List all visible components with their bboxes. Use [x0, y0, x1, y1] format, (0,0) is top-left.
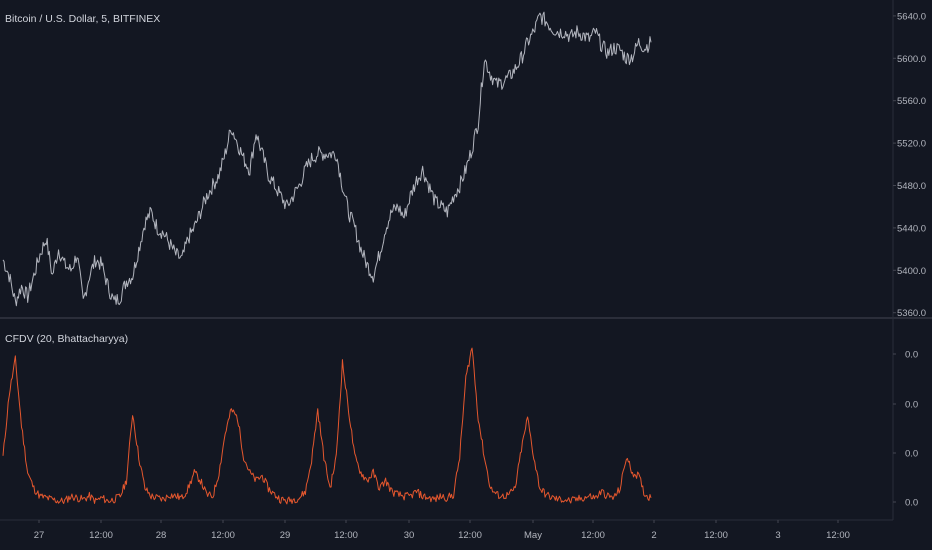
indicator-tick-label: 0.0	[905, 400, 918, 411]
price-tick-label: 5400.0	[897, 266, 926, 277]
price-series-line[interactable]	[2, 11, 652, 307]
price-tick-label: 5520.0	[897, 139, 926, 150]
cfdv-series-line[interactable]	[2, 347, 652, 505]
price-tick-label: 5600.0	[897, 54, 926, 65]
time-tick-label: 12:00	[458, 530, 482, 541]
time-tick-label: 12:00	[704, 530, 728, 541]
time-tick-label: 3	[775, 530, 780, 541]
price-tick-label: 5440.0	[897, 223, 926, 234]
indicator-tick-label: 0.0	[905, 350, 918, 361]
symbol-title: Bitcoin / U.S. Dollar, 5, BITFINEX	[5, 13, 161, 25]
price-tick-label: 5560.0	[897, 96, 926, 107]
indicator-title: CFDV (20, Bhattacharyya)	[5, 333, 129, 345]
time-tick-label: 28	[156, 530, 167, 541]
time-tick-label: 12:00	[581, 530, 605, 541]
price-tick-label: 5480.0	[897, 181, 926, 192]
time-tick-label: 12:00	[334, 530, 358, 541]
indicator-tick-label: 0.0	[905, 498, 918, 509]
indicator-tick-label: 0.0	[905, 449, 918, 460]
time-tick-label: May	[524, 530, 542, 541]
time-tick-label: 12:00	[826, 530, 850, 541]
price-tick-label: 5360.0	[897, 308, 926, 319]
time-tick-label: 29	[280, 530, 291, 541]
time-tick-label: 2	[651, 530, 656, 541]
time-tick-label: 27	[34, 530, 45, 541]
time-tick-label: 30	[404, 530, 415, 541]
time-tick-label: 12:00	[211, 530, 235, 541]
indicator-pane	[2, 347, 652, 505]
price-tick-label: 5640.0	[897, 11, 926, 22]
time-tick-label: 12:00	[89, 530, 113, 541]
price-pane	[2, 11, 652, 307]
